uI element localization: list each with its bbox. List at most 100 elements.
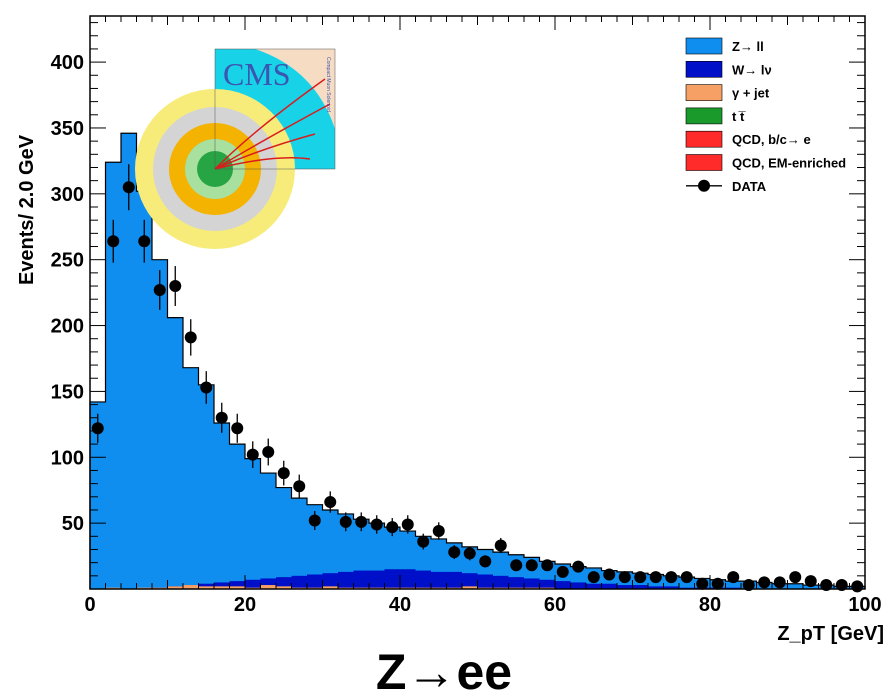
bar-w-lnu: [322, 573, 339, 589]
bar-z-ll: [183, 367, 199, 589]
data-point: [231, 422, 244, 435]
x-tick-label: 80: [699, 594, 721, 616]
bar-gamma-jet: [260, 585, 277, 589]
bar-z-ll: [198, 384, 215, 589]
bar-z-ll: [338, 513, 354, 589]
x-tick-label: 60: [544, 594, 566, 616]
data-point: [153, 283, 166, 296]
bar-gamma-jet: [198, 586, 215, 589]
bar-z-ll: [307, 504, 323, 589]
data-point: [634, 571, 647, 584]
bar-w-lnu: [663, 586, 680, 589]
bar-w-lnu: [353, 570, 370, 589]
bar-z-ll: [229, 444, 246, 589]
bar-w-lnu: [477, 574, 494, 589]
bar-gamma-jet: [183, 585, 199, 589]
data-point: [293, 480, 306, 493]
legend-label: Z→ ll: [732, 39, 764, 54]
data-point: [355, 515, 368, 528]
bar-gamma-jet: [276, 586, 292, 589]
y-tick-label: 350: [51, 118, 84, 140]
y-tick-label: 100: [51, 447, 84, 469]
data-point: [448, 546, 461, 559]
bar-z-ll: [90, 401, 106, 589]
bar-z-ll: [276, 487, 292, 589]
bar-gamma-jet: [322, 586, 339, 589]
x-axis-title: Z_pT [GeV]: [777, 623, 884, 645]
data-point: [262, 446, 275, 459]
data-point: [835, 579, 848, 592]
histogram-stack: [89, 132, 866, 589]
data-point: [727, 571, 740, 584]
y-tick-label: 50: [62, 513, 84, 535]
bar-w-lnu: [384, 569, 401, 589]
tick-labels: 0 20 40 60 80 100 50 100 150 200 250 300 350 400: [51, 52, 882, 616]
x-tick-label: 40: [389, 594, 411, 616]
bar-z-ll: [121, 133, 137, 589]
data-point: [417, 535, 430, 548]
legend-label: QCD, EM-enriched: [732, 156, 846, 171]
data-point: [789, 571, 802, 584]
data-points: [91, 164, 864, 593]
y-tick-label: 150: [51, 381, 84, 403]
data-point: [370, 518, 383, 531]
logo-text: CMS: [223, 56, 291, 92]
bar-z-ll: [291, 498, 308, 589]
y-tick-label: 250: [51, 250, 84, 272]
data-point: [711, 577, 724, 590]
data-point: [696, 577, 709, 590]
data-point: [851, 580, 864, 593]
y-tick-label: 400: [51, 52, 84, 74]
bar-w-lnu: [214, 582, 230, 589]
legend-label: γ + jet: [732, 86, 770, 101]
data-point: [494, 539, 507, 552]
bar-z-ll: [105, 162, 122, 589]
data-point: [510, 559, 523, 572]
data-point: [277, 467, 290, 480]
bar-w-lnu: [539, 579, 556, 589]
data-point: [587, 571, 600, 584]
bar-w-lnu: [632, 585, 649, 589]
data-point: [215, 411, 228, 424]
bar-w-lnu: [601, 583, 618, 589]
y-tick-label: 300: [51, 184, 84, 206]
bar-w-lnu: [431, 571, 447, 589]
data-point: [324, 496, 337, 509]
bar-w-lnu: [307, 574, 323, 589]
x-tick-label: 20: [234, 594, 256, 616]
bar-z-ll: [167, 317, 184, 589]
data-point: [525, 559, 538, 572]
bar-w-lnu: [400, 569, 416, 589]
bar-w-lnu: [586, 583, 602, 589]
bar-gamma-jet: [229, 586, 246, 589]
legend-label: t t̅: [732, 109, 746, 124]
bar-w-lnu: [555, 581, 571, 589]
legend-swatch: [685, 130, 723, 148]
data-point: [463, 547, 476, 560]
bar-w-lnu: [524, 578, 540, 589]
data-point: [401, 518, 414, 531]
data-point: [742, 579, 755, 592]
logo-subtext: Compact Muon Solenoid: [325, 57, 331, 112]
data-point: [184, 331, 197, 344]
bar-z-ll: [322, 509, 339, 589]
data-point: [773, 576, 786, 589]
bar-z-ll: [245, 458, 261, 589]
bar-w-lnu: [198, 583, 215, 589]
data-point: [618, 571, 631, 584]
y-tick-label: 200: [51, 316, 84, 338]
bar-gamma-jet: [462, 586, 478, 589]
data-point: [138, 235, 151, 248]
bar-w-lnu: [508, 577, 525, 589]
bar-w-lnu: [369, 570, 385, 589]
chart-caption: Z→ee: [375, 644, 513, 700]
legend-label: DATA: [732, 179, 767, 194]
data-point: [665, 571, 678, 584]
data-point: [541, 559, 554, 572]
data-point: [107, 235, 120, 248]
data-point: [758, 576, 771, 589]
axis-ticks: [89, 16, 866, 590]
data-point: [169, 280, 182, 293]
data-point: [572, 560, 585, 573]
legend-swatch: [685, 37, 723, 55]
